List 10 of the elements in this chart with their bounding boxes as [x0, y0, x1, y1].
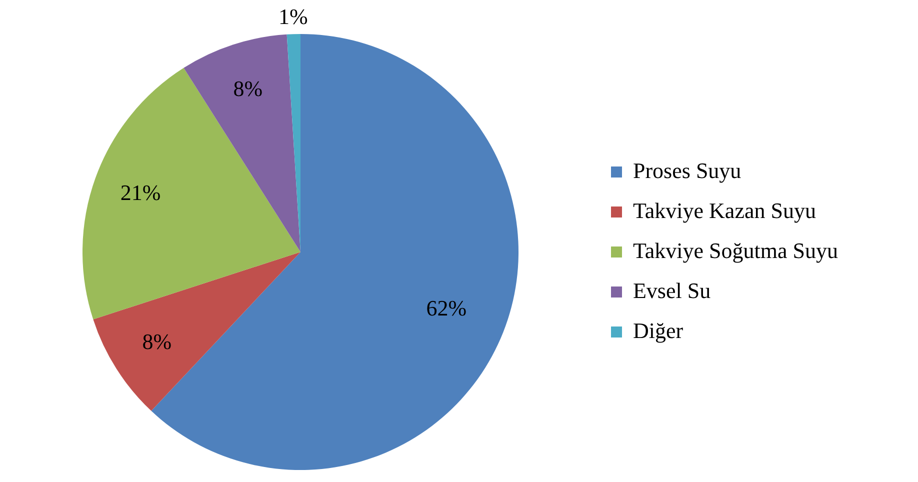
data-label: 21%	[120, 180, 161, 206]
data-label: 1%	[278, 4, 308, 29]
data-label: 8%	[142, 328, 172, 354]
data-label: 8%	[233, 76, 263, 102]
legend-label: Proses Suyu	[632, 158, 742, 183]
legend-label: Takviye Soğutma Suyu	[632, 238, 838, 263]
legend-label: Evsel Su	[632, 278, 711, 303]
legend-label: Diğer	[632, 318, 684, 343]
data-label: 62%	[426, 296, 467, 321]
legend-label: Takviye Kazan Suyu	[632, 198, 816, 223]
